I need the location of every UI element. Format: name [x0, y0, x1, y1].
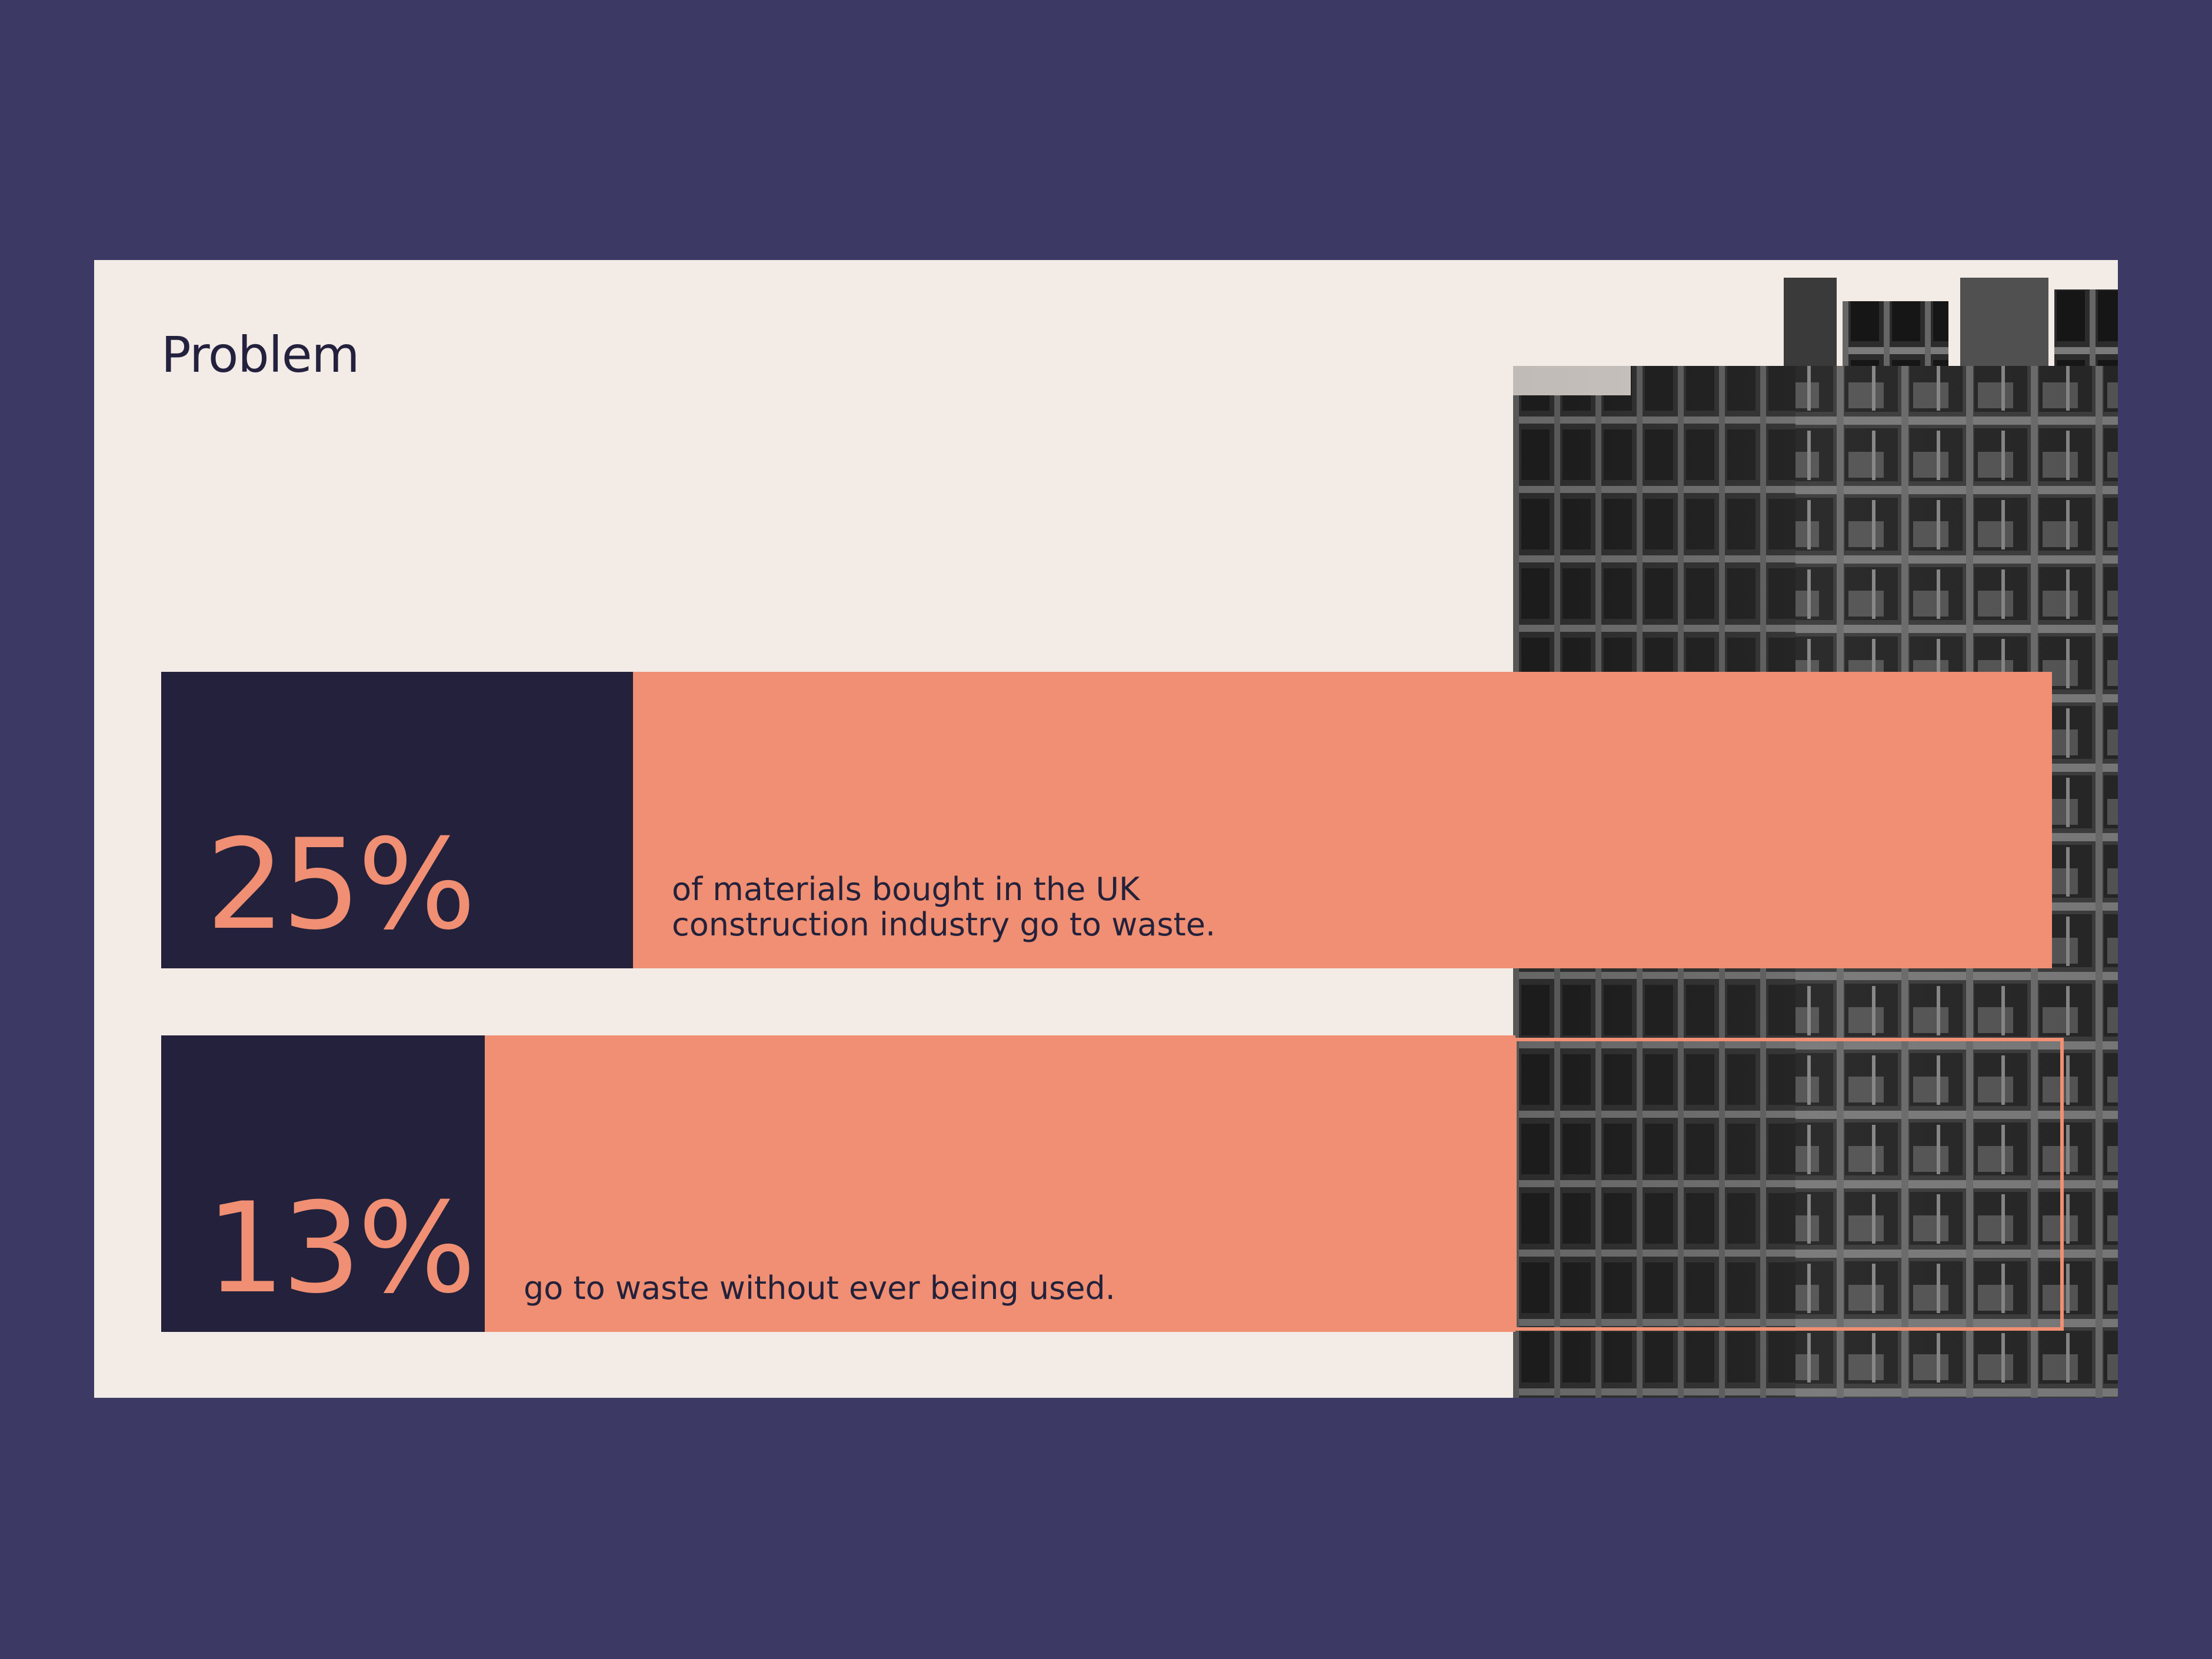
slide-title: Problem	[161, 326, 359, 384]
accent-outline-frame	[1513, 1038, 2064, 1331]
stat-bar: of materials bought in the UK constructi…	[633, 672, 2052, 968]
stat-description: go to waste without ever being used.	[524, 1271, 1115, 1306]
stat-description-line-1: go to waste without ever being used.	[524, 1270, 1115, 1307]
stat-value: 13%	[206, 1175, 476, 1321]
stat-description-line-1: of materials bought in the UK	[672, 871, 1140, 908]
stat-row-never-used: go to waste without ever being used. 13%	[161, 1035, 1515, 1332]
problem-slide: Problem	[94, 260, 2118, 1398]
stat-value-block: 13%	[161, 1035, 485, 1332]
stat-description: of materials bought in the UK constructi…	[672, 872, 1215, 942]
stat-bar: go to waste without ever being used.	[485, 1035, 1515, 1332]
stat-row-materials-wasted: of materials bought in the UK constructi…	[161, 672, 2052, 968]
stat-value: 25%	[206, 812, 476, 957]
stat-value-block: 25%	[161, 672, 633, 968]
stat-description-line-2: construction industry go to waste.	[672, 906, 1216, 943]
